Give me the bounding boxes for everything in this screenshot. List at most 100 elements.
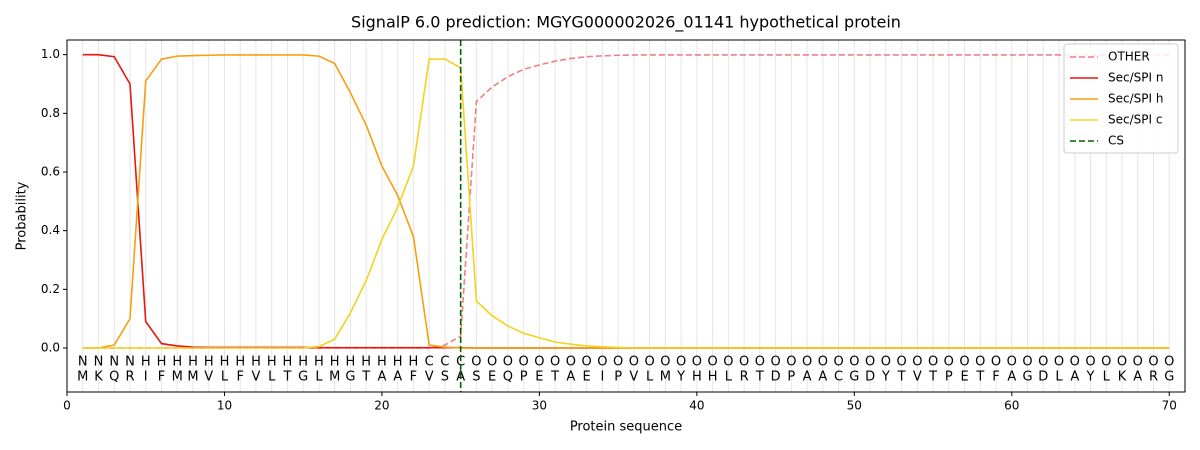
residue: V bbox=[913, 370, 922, 385]
residue-label: O bbox=[975, 355, 985, 370]
residue-label: O bbox=[1038, 355, 1048, 370]
residue: F bbox=[158, 370, 165, 385]
residue-label: O bbox=[723, 355, 733, 370]
plot-frame bbox=[66, 39, 1186, 393]
residue-label: O bbox=[534, 355, 544, 370]
residue: A bbox=[377, 370, 386, 385]
residue: K bbox=[94, 370, 103, 385]
residue: G bbox=[345, 370, 355, 385]
residue: P bbox=[614, 370, 622, 385]
residue: Q bbox=[503, 370, 513, 385]
residue-label: O bbox=[944, 355, 954, 370]
residue-label: O bbox=[597, 355, 607, 370]
residue-label: H bbox=[220, 355, 230, 370]
residue: L bbox=[221, 370, 229, 385]
residue: T bbox=[975, 370, 984, 385]
residue-label: H bbox=[204, 355, 214, 370]
residue: V bbox=[252, 370, 261, 385]
y-axis-label: Probability bbox=[15, 181, 30, 250]
legend-label: Sec/SPI c bbox=[1108, 113, 1162, 127]
residue: A bbox=[803, 370, 812, 385]
residue-label: O bbox=[912, 355, 922, 370]
y-tick-label: 0.8 bbox=[41, 106, 60, 120]
y-tick-label: 1.0 bbox=[41, 47, 60, 61]
residue: L bbox=[1055, 370, 1063, 385]
residue-label: O bbox=[1054, 355, 1064, 370]
residue-label: O bbox=[471, 355, 481, 370]
residue-label: N bbox=[78, 355, 88, 370]
residue-label: O bbox=[487, 355, 497, 370]
residue-label: O bbox=[755, 355, 765, 370]
residue: R bbox=[125, 370, 134, 385]
residue-label: H bbox=[188, 355, 198, 370]
series-line bbox=[82, 58, 1170, 349]
y-tick-label: 0.4 bbox=[41, 223, 60, 237]
residue: Y bbox=[676, 370, 685, 385]
series-line bbox=[82, 54, 1170, 349]
residue: V bbox=[204, 370, 213, 385]
residue: A bbox=[393, 370, 402, 385]
residue-label: O bbox=[786, 355, 796, 370]
legend-label: CS bbox=[1108, 134, 1124, 148]
residue: T bbox=[550, 370, 559, 385]
series-line bbox=[82, 53, 1170, 349]
residue: G bbox=[849, 370, 859, 385]
legend-label: Sec/SPI n bbox=[1108, 71, 1163, 85]
residue-label: H bbox=[298, 355, 308, 370]
residue: H bbox=[708, 370, 718, 385]
residue-label: C bbox=[456, 355, 465, 370]
residue: P bbox=[520, 370, 528, 385]
residue-label: N bbox=[125, 355, 135, 370]
residue: G bbox=[298, 370, 308, 385]
residue-label: O bbox=[1007, 355, 1017, 370]
x-tick-label: 70 bbox=[1162, 399, 1177, 413]
residue: S bbox=[472, 370, 480, 385]
x-tick-label: 60 bbox=[1004, 399, 1019, 413]
residue: V bbox=[629, 370, 638, 385]
residue-label: O bbox=[833, 355, 843, 370]
y-tick-label: 0.6 bbox=[41, 165, 60, 179]
residue-label: H bbox=[330, 355, 340, 370]
residue: M bbox=[187, 370, 198, 385]
residue-label: H bbox=[172, 355, 182, 370]
residue: R bbox=[740, 370, 749, 385]
residue-label: H bbox=[409, 355, 419, 370]
residue-label: H bbox=[377, 355, 387, 370]
residue: M bbox=[172, 370, 183, 385]
x-tick-label: 10 bbox=[217, 399, 232, 413]
residue-label: O bbox=[1117, 355, 1127, 370]
residue-label: O bbox=[928, 355, 938, 370]
residue-label: O bbox=[1070, 355, 1080, 370]
residue: V bbox=[425, 370, 434, 385]
residue-label: O bbox=[1085, 355, 1095, 370]
residue: M bbox=[329, 370, 340, 385]
residue: F bbox=[992, 370, 999, 385]
residue-label: C bbox=[425, 355, 434, 370]
residue: I bbox=[600, 370, 604, 385]
residue-label: O bbox=[770, 355, 780, 370]
residue-label: H bbox=[283, 355, 293, 370]
residue-label: N bbox=[109, 355, 119, 370]
residue-label: C bbox=[440, 355, 449, 370]
residue: Y bbox=[881, 370, 890, 385]
residue: P bbox=[945, 370, 953, 385]
residue: T bbox=[928, 370, 937, 385]
residue: T bbox=[282, 370, 291, 385]
residue: A bbox=[566, 370, 575, 385]
residue-label: O bbox=[613, 355, 623, 370]
residue-label: O bbox=[1148, 355, 1158, 370]
residue: F bbox=[410, 370, 417, 385]
residue-label: O bbox=[959, 355, 969, 370]
residue-label: O bbox=[1133, 355, 1143, 370]
residue-label: H bbox=[346, 355, 356, 370]
residue-label: O bbox=[676, 355, 686, 370]
legend-label: OTHER bbox=[1108, 50, 1150, 64]
residue-label: O bbox=[849, 355, 859, 370]
residue-label: O bbox=[991, 355, 1001, 370]
residue: L bbox=[315, 370, 323, 385]
residue: C bbox=[834, 370, 843, 385]
residue: A bbox=[1007, 370, 1016, 385]
residue: K bbox=[1118, 370, 1127, 385]
residue: L bbox=[1103, 370, 1111, 385]
